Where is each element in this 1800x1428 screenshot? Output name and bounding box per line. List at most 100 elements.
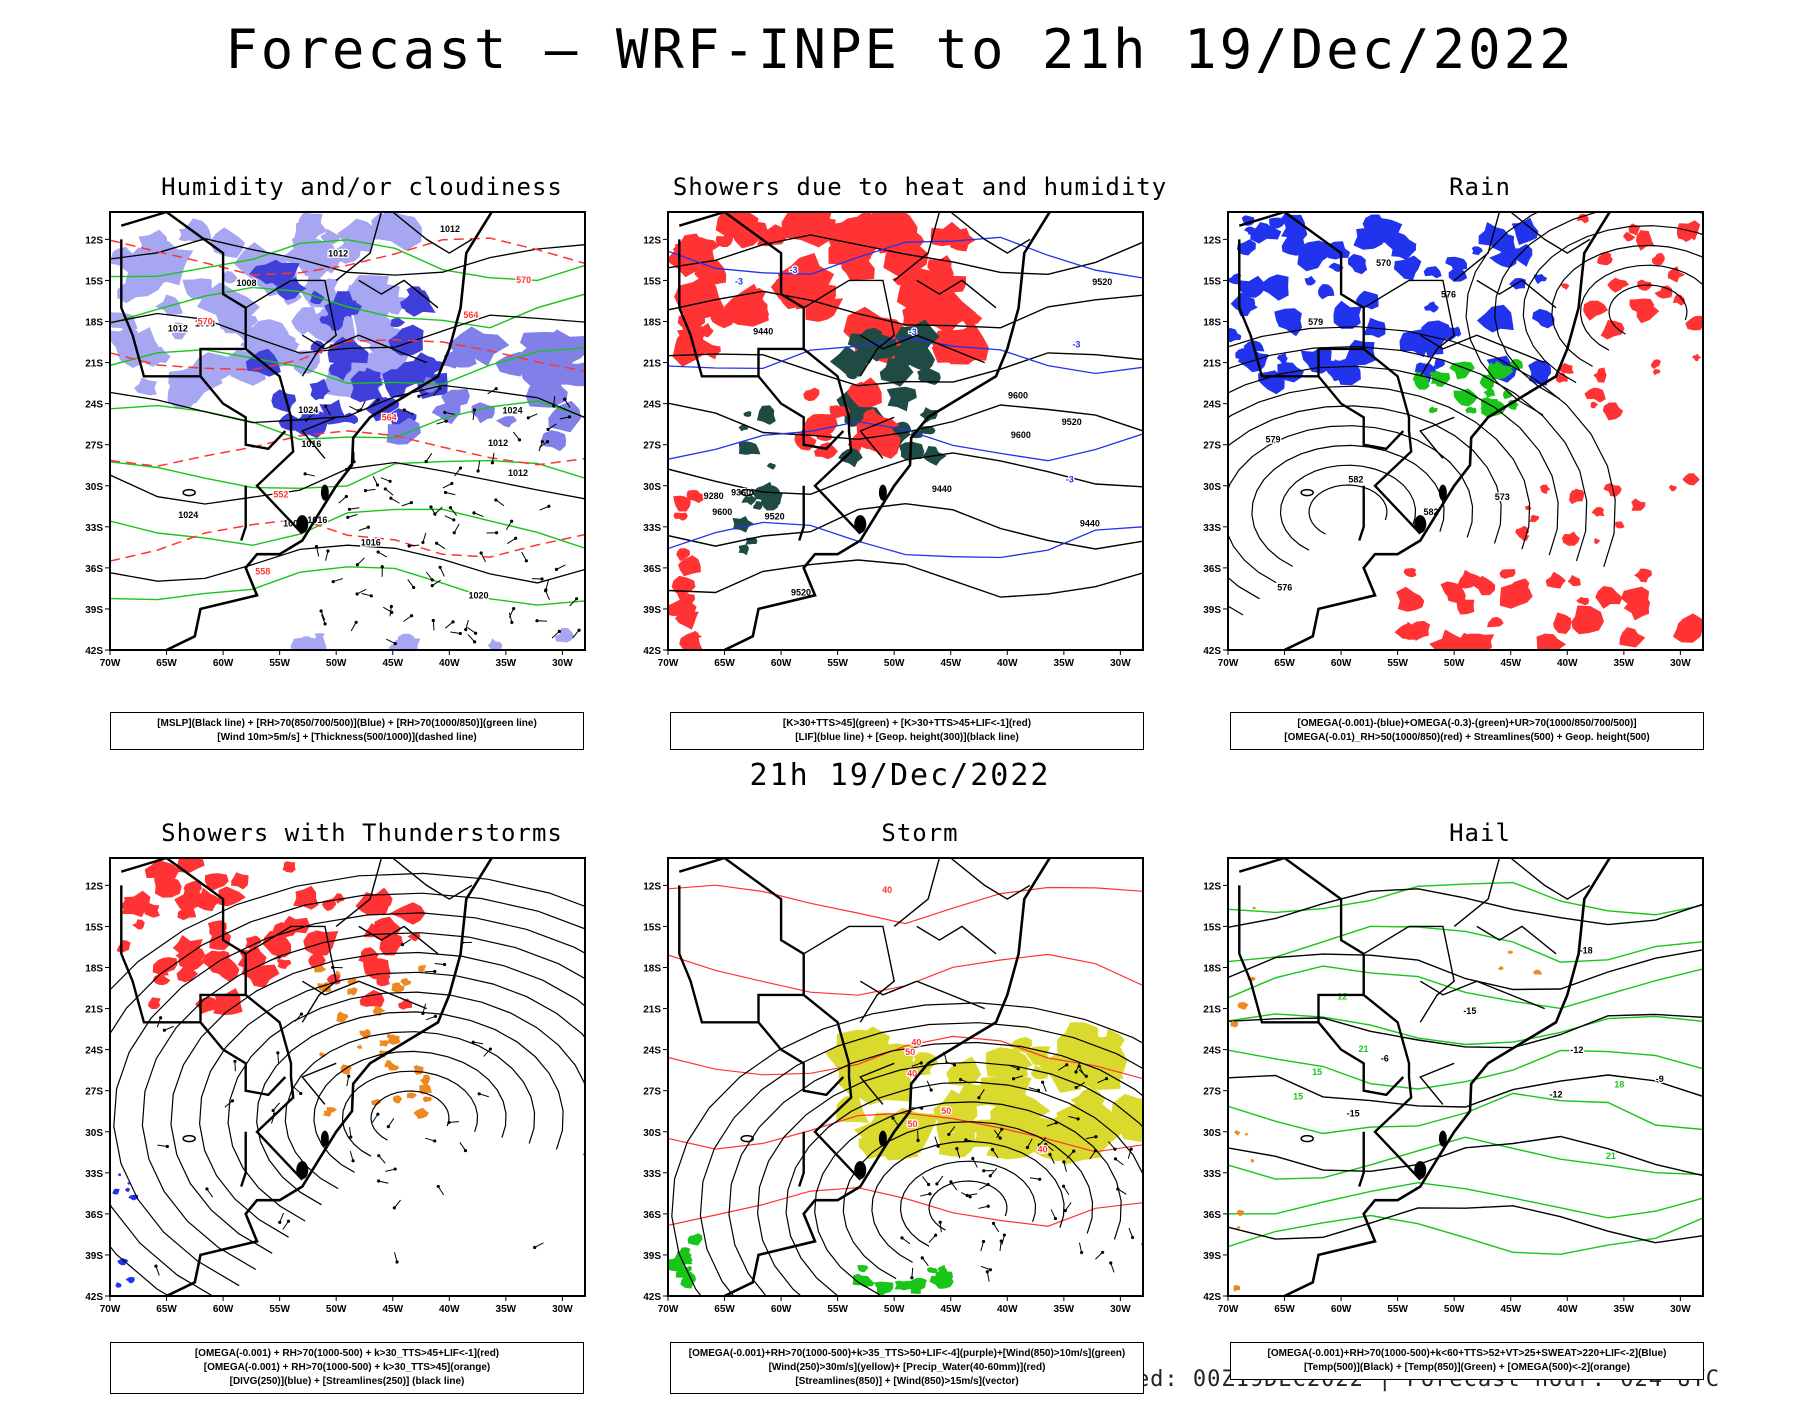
streamline-arrow-head bbox=[376, 1113, 379, 1116]
omega500-orange-area bbox=[1231, 1021, 1239, 1028]
map-base bbox=[82, 850, 506, 1296]
wind850-vector-head bbox=[937, 1144, 940, 1147]
lat-tick-label: 15S bbox=[1203, 276, 1221, 287]
lon-tick-label: 65W bbox=[714, 658, 735, 669]
rain-red-area bbox=[1562, 532, 1580, 546]
wind-vector-head bbox=[512, 607, 515, 610]
lon-tick-label: 35W bbox=[1614, 658, 1635, 669]
wind850-vector-head bbox=[1026, 1146, 1029, 1149]
lagoon-shape bbox=[321, 485, 329, 501]
lat-tick-label: 24S bbox=[85, 1046, 103, 1057]
lon-tick-label: 55W bbox=[269, 1304, 290, 1315]
rain-red-area bbox=[1561, 283, 1569, 290]
lat-tick-label: 30S bbox=[643, 1128, 661, 1139]
streamline-arrow-head bbox=[300, 1012, 303, 1015]
thunderstorm-orange-area bbox=[413, 1108, 429, 1119]
streamline-arrow-head bbox=[205, 1187, 208, 1190]
omega-blue-area bbox=[1472, 246, 1483, 255]
lat-tick-label: 42S bbox=[85, 646, 103, 657]
streamline-arrow-head bbox=[231, 1099, 234, 1102]
contour-label: 1012 bbox=[168, 323, 188, 333]
contour-label: -3 bbox=[735, 276, 743, 286]
rh-dark-blue-area bbox=[407, 286, 425, 301]
omega-green-area bbox=[1429, 407, 1438, 414]
contour-label: 1012 bbox=[440, 224, 460, 234]
rh-green-contour bbox=[110, 567, 585, 605]
lon-tick-label: 30W bbox=[1670, 1304, 1691, 1315]
wind-vector-head bbox=[429, 505, 432, 508]
wind-vector-head bbox=[449, 506, 452, 509]
lagoon-shape bbox=[1414, 515, 1426, 533]
lake-shape bbox=[183, 490, 195, 496]
lagoon-shape bbox=[879, 485, 887, 501]
wind850-vector-head bbox=[1062, 1160, 1065, 1163]
thunderstorm-red-area bbox=[360, 990, 385, 1007]
wind-vector-head bbox=[389, 497, 392, 500]
contour-label: 50 bbox=[905, 1047, 915, 1057]
wind-vector-head bbox=[410, 501, 413, 504]
wind850-vector-head bbox=[1094, 1135, 1097, 1138]
wind-vector-head bbox=[459, 466, 462, 469]
contour-label: 1012 bbox=[508, 468, 528, 478]
contour-label: 18 bbox=[1614, 1080, 1624, 1090]
streamline-250 bbox=[371, 1091, 449, 1140]
political-border bbox=[1239, 885, 1363, 1022]
temp850-green-line bbox=[1228, 1216, 1703, 1255]
wind-vector-head bbox=[324, 405, 327, 408]
wind-vector-head bbox=[546, 440, 549, 443]
wind-vector-head bbox=[384, 487, 387, 490]
streamline-arrow-head bbox=[437, 1185, 440, 1188]
wind-vector-head bbox=[394, 642, 397, 645]
wind850-vector-head bbox=[920, 1107, 923, 1110]
contour-label: 40 bbox=[911, 1037, 921, 1047]
wind850-vector-head bbox=[1113, 1148, 1116, 1151]
thunderstorm-red-area bbox=[143, 902, 160, 918]
contour-label: 564 bbox=[463, 310, 478, 320]
wind-vector-head bbox=[476, 469, 479, 472]
lat-tick-label: 42S bbox=[1203, 1292, 1221, 1303]
wind850-green-area bbox=[688, 1233, 703, 1246]
wind850-vector-head bbox=[1076, 1117, 1079, 1120]
lat-tick-label: 36S bbox=[643, 1210, 661, 1221]
lon-tick-label: 50W bbox=[884, 658, 905, 669]
contour-label: 552 bbox=[273, 490, 288, 500]
map-legend: [K>30+TTS>45](green) + [K>30+TTS>45+LIF<… bbox=[670, 712, 1144, 750]
lat-tick-label: 33S bbox=[643, 1169, 661, 1180]
wind850-vector-head bbox=[927, 1183, 930, 1186]
wind-vector-head bbox=[473, 408, 476, 411]
lat-tick-label: 27S bbox=[643, 441, 661, 452]
wind-vector-head bbox=[563, 398, 566, 401]
wind850-vector-head bbox=[1114, 1157, 1117, 1160]
wind850-vector-head bbox=[1017, 1067, 1020, 1070]
lat-tick-label: 33S bbox=[1203, 523, 1221, 534]
instability-green-area bbox=[767, 463, 776, 470]
rain-red-area bbox=[1546, 572, 1566, 589]
wind-vector-head bbox=[377, 398, 380, 401]
contour-label: 9280 bbox=[704, 491, 724, 501]
wind-vector-head bbox=[435, 542, 438, 545]
lat-tick-label: 36S bbox=[643, 564, 661, 575]
wind-vector-head bbox=[410, 614, 413, 617]
wind-vector-head bbox=[518, 438, 521, 441]
wind850-vector-head bbox=[1101, 1251, 1104, 1254]
lon-tick-label: 35W bbox=[496, 1304, 517, 1315]
wind850-vector-head bbox=[986, 1183, 989, 1186]
political-border bbox=[241, 486, 246, 541]
lagoon-shape bbox=[854, 515, 866, 533]
wind-vector-head bbox=[390, 611, 393, 614]
lat-tick-label: 33S bbox=[1203, 1169, 1221, 1180]
rain-red-area bbox=[1487, 617, 1504, 628]
wind-vector-head bbox=[464, 628, 467, 631]
streamline-250 bbox=[343, 1071, 478, 1156]
temp500-black-line bbox=[1228, 950, 1703, 990]
omega-green-area bbox=[1465, 407, 1476, 414]
wind-vector-head bbox=[472, 511, 475, 514]
lon-tick-label: 50W bbox=[1444, 1304, 1465, 1315]
thunderstorm-orange-area bbox=[413, 1065, 423, 1075]
rain-red-area bbox=[1669, 485, 1677, 492]
contour-label: 1024 bbox=[178, 510, 198, 520]
rain-red-area bbox=[1525, 505, 1532, 510]
